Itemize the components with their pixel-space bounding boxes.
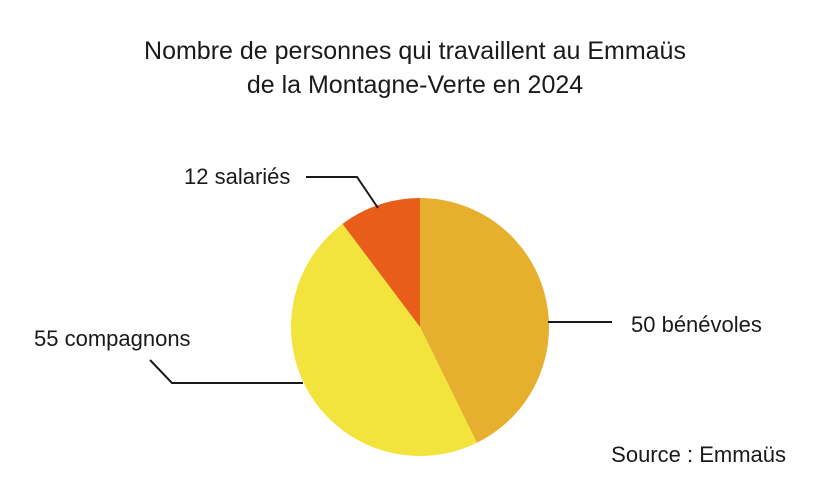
slice-label-2: 55 compagnons (34, 326, 191, 351)
leader-line-3 (306, 176, 379, 209)
pie-slices (290, 198, 549, 457)
pie-slice-1 (420, 198, 549, 443)
chart-title-line-1: Nombre de personnes qui travaillent au E… (144, 37, 686, 65)
source-note: Source : Emmaüs (611, 442, 786, 467)
chart-title-line-2: de la Montagne-Verte en 2024 (246, 71, 584, 99)
leader-line-2 (149, 359, 303, 384)
slice-labels: 50 bénévoles 55 compagnons 12 salariés (34, 164, 762, 351)
pie-slice-3 (342, 198, 420, 327)
slice-label-3: 12 salariés (184, 164, 290, 189)
slice-label-1: 50 bénévoles (631, 312, 762, 337)
pie-slice-2 (290, 223, 477, 457)
chart-title: Nombre de personnes qui travaillent au E… (0, 34, 830, 102)
leader-lines (149, 176, 612, 384)
